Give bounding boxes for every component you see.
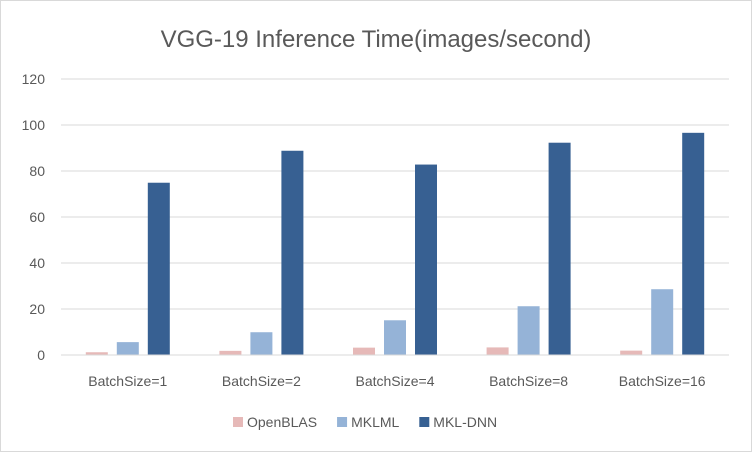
chart-title: VGG-19 Inference Time(images/second)	[161, 26, 592, 53]
legend-item-mklml: MKLML	[337, 414, 400, 430]
x-axis-ticks: BatchSize=1 BatchSize=2 BatchSize=4 BatchSi…	[88, 373, 705, 389]
x-tick-label: BatchSize=4	[356, 373, 435, 389]
bar-openblas-5	[620, 350, 643, 355]
legend-label: MKL-DNN	[433, 414, 497, 430]
y-tick-label: 60	[29, 209, 45, 225]
y-tick-label: 120	[22, 71, 46, 87]
x-tick-label: BatchSize=2	[222, 373, 301, 389]
bar-mkl-dnn-2	[281, 150, 304, 355]
legend-swatch	[233, 417, 243, 427]
x-tick-label: BatchSize=8	[489, 373, 568, 389]
bar-mkl-dnn-4	[548, 142, 571, 355]
legend-label: OpenBLAS	[247, 414, 317, 430]
y-tick-label: 0	[37, 347, 45, 363]
bar-mkl-dnn-3	[415, 164, 437, 355]
legend-swatch	[337, 417, 348, 427]
gridlines	[61, 78, 729, 310]
bar-mklml-2	[250, 332, 273, 355]
x-tick-label: BatchSize=1	[88, 373, 167, 389]
y-tick-label: 100	[22, 117, 46, 133]
y-axis-ticks: 0 20 40 60 80 100 120	[22, 71, 46, 363]
bar-mklml-3	[384, 320, 406, 355]
bar-mklml-1	[116, 342, 139, 355]
x-tick-label: BatchSize=16	[619, 373, 706, 389]
bar-openblas-2	[219, 350, 242, 355]
bar-mklml-5	[651, 289, 674, 355]
y-tick-label: 40	[29, 255, 45, 271]
bar-openblas-1	[85, 352, 108, 355]
bar-openblas-4	[486, 347, 509, 355]
bars	[85, 132, 705, 355]
bar-mkl-dnn-5	[682, 132, 705, 355]
bar-mkl-dnn-1	[147, 182, 170, 355]
legend-item-openblas: OpenBLAS	[233, 414, 317, 430]
legend-swatch	[419, 417, 430, 427]
legend: OpenBLAS MKLML MKL-DNN	[233, 414, 497, 430]
bar-mklml-4	[517, 306, 540, 355]
legend-label: MKLML	[351, 414, 399, 430]
legend-item-mkl-dnn: MKL-DNN	[419, 414, 497, 430]
bar-openblas-3	[353, 347, 375, 355]
y-tick-label: 20	[29, 301, 45, 317]
y-tick-label: 80	[29, 163, 45, 179]
